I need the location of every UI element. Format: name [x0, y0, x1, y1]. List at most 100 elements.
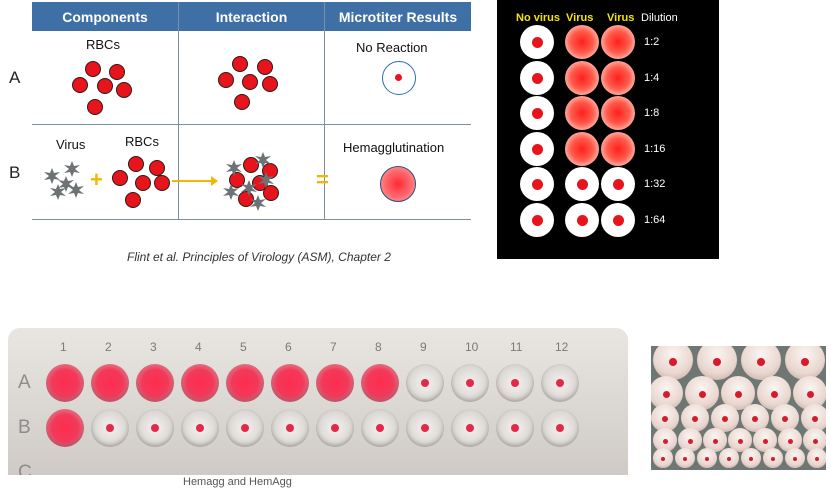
no-reaction-label: No Reaction	[356, 40, 428, 55]
rbc-pellet-dot	[662, 416, 668, 423]
row-label-b: B	[9, 163, 21, 182]
rbc-cell-icon	[218, 72, 234, 88]
rbc-pellet-dot	[661, 457, 665, 461]
rbc-pellet-dot	[532, 108, 543, 119]
rbc-pellet-dot	[705, 457, 709, 461]
rbc-pellet-dot	[532, 37, 543, 48]
rbc-pellet-dot	[722, 416, 728, 423]
plate-row-label: C	[18, 462, 32, 475]
rbc-pellet-dot	[466, 424, 474, 432]
rbc-pellet-dot	[762, 438, 768, 444]
virus-particle-icon	[255, 152, 271, 168]
agglutinated-well	[46, 364, 84, 402]
agglutinated-well	[565, 60, 599, 95]
agglutinated-well	[316, 364, 354, 402]
virus-particle-icon	[258, 172, 274, 188]
equals-sign: =	[316, 167, 329, 192]
rbcs-label-b: RBCs	[125, 134, 159, 149]
rbc-cell-icon	[97, 78, 113, 94]
rbc-cell-icon	[257, 59, 273, 75]
rbc-pellet-dot	[532, 72, 543, 84]
agglutinated-well	[601, 131, 635, 166]
agglutinated-well	[271, 364, 309, 402]
plate-column-label: 5	[240, 340, 247, 354]
table-divider	[32, 219, 471, 220]
header-virus-2: Virus	[607, 12, 635, 24]
rbc-pellet-dot	[556, 379, 564, 387]
closeup-well	[763, 448, 783, 468]
plus-sign: +	[90, 167, 103, 192]
plate-column-label: 1	[60, 340, 67, 354]
pellet-well	[520, 96, 554, 130]
hemagglutination-table: Components Interaction Microtiter Result…	[0, 0, 480, 225]
rbc-pellet-dot	[806, 391, 814, 399]
plate-column-label: 3	[150, 340, 157, 354]
pellet-well	[406, 409, 444, 447]
rbc-pellet-dot	[106, 424, 114, 432]
rbc-cell-icon	[128, 156, 144, 172]
rbc-cell-icon	[242, 74, 258, 90]
rbc-pellet-dot	[793, 457, 797, 461]
citation-text: Flint et al. Principles of Virology (ASM…	[127, 250, 391, 264]
agglutinated-well	[226, 364, 264, 402]
dilution-panel: No virus Virus Virus Dilution 1:2 1:4 1:8 1…	[497, 0, 719, 259]
rbc-pellet-dot	[662, 391, 670, 399]
pellet-well	[451, 364, 489, 402]
agglutinated-well	[91, 364, 129, 402]
rbc-pellet-dot	[752, 416, 758, 423]
dilution-label: 1:32	[644, 178, 666, 190]
virus-particle-icon	[44, 168, 60, 184]
pellet-well	[406, 364, 444, 402]
pellet-well	[520, 60, 554, 95]
rbc-cell-icon	[125, 192, 141, 208]
rbc-pellet-dot	[421, 379, 429, 387]
header-dilution: Dilution	[641, 12, 678, 24]
closeup-well	[653, 448, 673, 468]
plate-column-label: 10	[465, 340, 479, 354]
virus-label: Virus	[56, 137, 86, 152]
rbcs-label: RBCs	[86, 37, 120, 52]
rbc-cell-icon	[135, 175, 151, 191]
closeup-well	[801, 404, 826, 432]
arrow-icon	[172, 176, 218, 186]
rbc-cell-icon	[85, 61, 101, 77]
rbc-pellet-dot	[151, 424, 159, 432]
rbc-pellet-dot	[466, 379, 474, 387]
virus-particle-icon	[241, 180, 257, 196]
rbc-pellet-dot	[812, 416, 818, 423]
rbc-cell-icon	[154, 175, 170, 191]
header-interaction: Interaction	[179, 2, 324, 31]
closeup-well	[697, 346, 737, 380]
header-components: Components	[32, 2, 178, 31]
pellet-well	[601, 167, 635, 201]
pellet-well	[136, 409, 174, 447]
plate-column-label: 9	[420, 340, 427, 354]
closeup-well	[741, 448, 761, 468]
rbc-pellet-dot	[421, 424, 429, 432]
rbc-pellet-dot	[331, 424, 339, 432]
pellet-well	[520, 202, 554, 237]
rbc-pellet-dot	[511, 424, 519, 432]
rbc-cell-icon	[238, 191, 254, 207]
dilution-label: 1:64	[644, 213, 666, 226]
agglutinated-well	[136, 364, 174, 402]
pellet-well	[181, 409, 219, 447]
virus-particle-icon	[226, 160, 242, 176]
plate-column-label: 2	[105, 340, 112, 354]
table-divider	[178, 2, 179, 220]
rbc-pellet-dot	[669, 358, 677, 366]
rbc-pellet-dot	[692, 416, 698, 423]
pellet-well	[496, 364, 534, 402]
rbc-pellet-dot	[511, 379, 519, 387]
agglutinated-well	[565, 131, 599, 166]
rbc-pellet-dot	[286, 424, 294, 432]
pellet-well	[601, 202, 635, 237]
rbc-pellet-dot	[727, 457, 731, 461]
rbc-cell-icon	[87, 99, 103, 115]
rbc-pellet-dot	[395, 74, 402, 81]
closeup-well	[741, 346, 781, 380]
rbc-pellet-dot	[196, 424, 204, 432]
plate-column-label: 12	[555, 340, 569, 354]
closeup-well	[719, 448, 739, 468]
rbc-cell-icon	[109, 64, 125, 80]
